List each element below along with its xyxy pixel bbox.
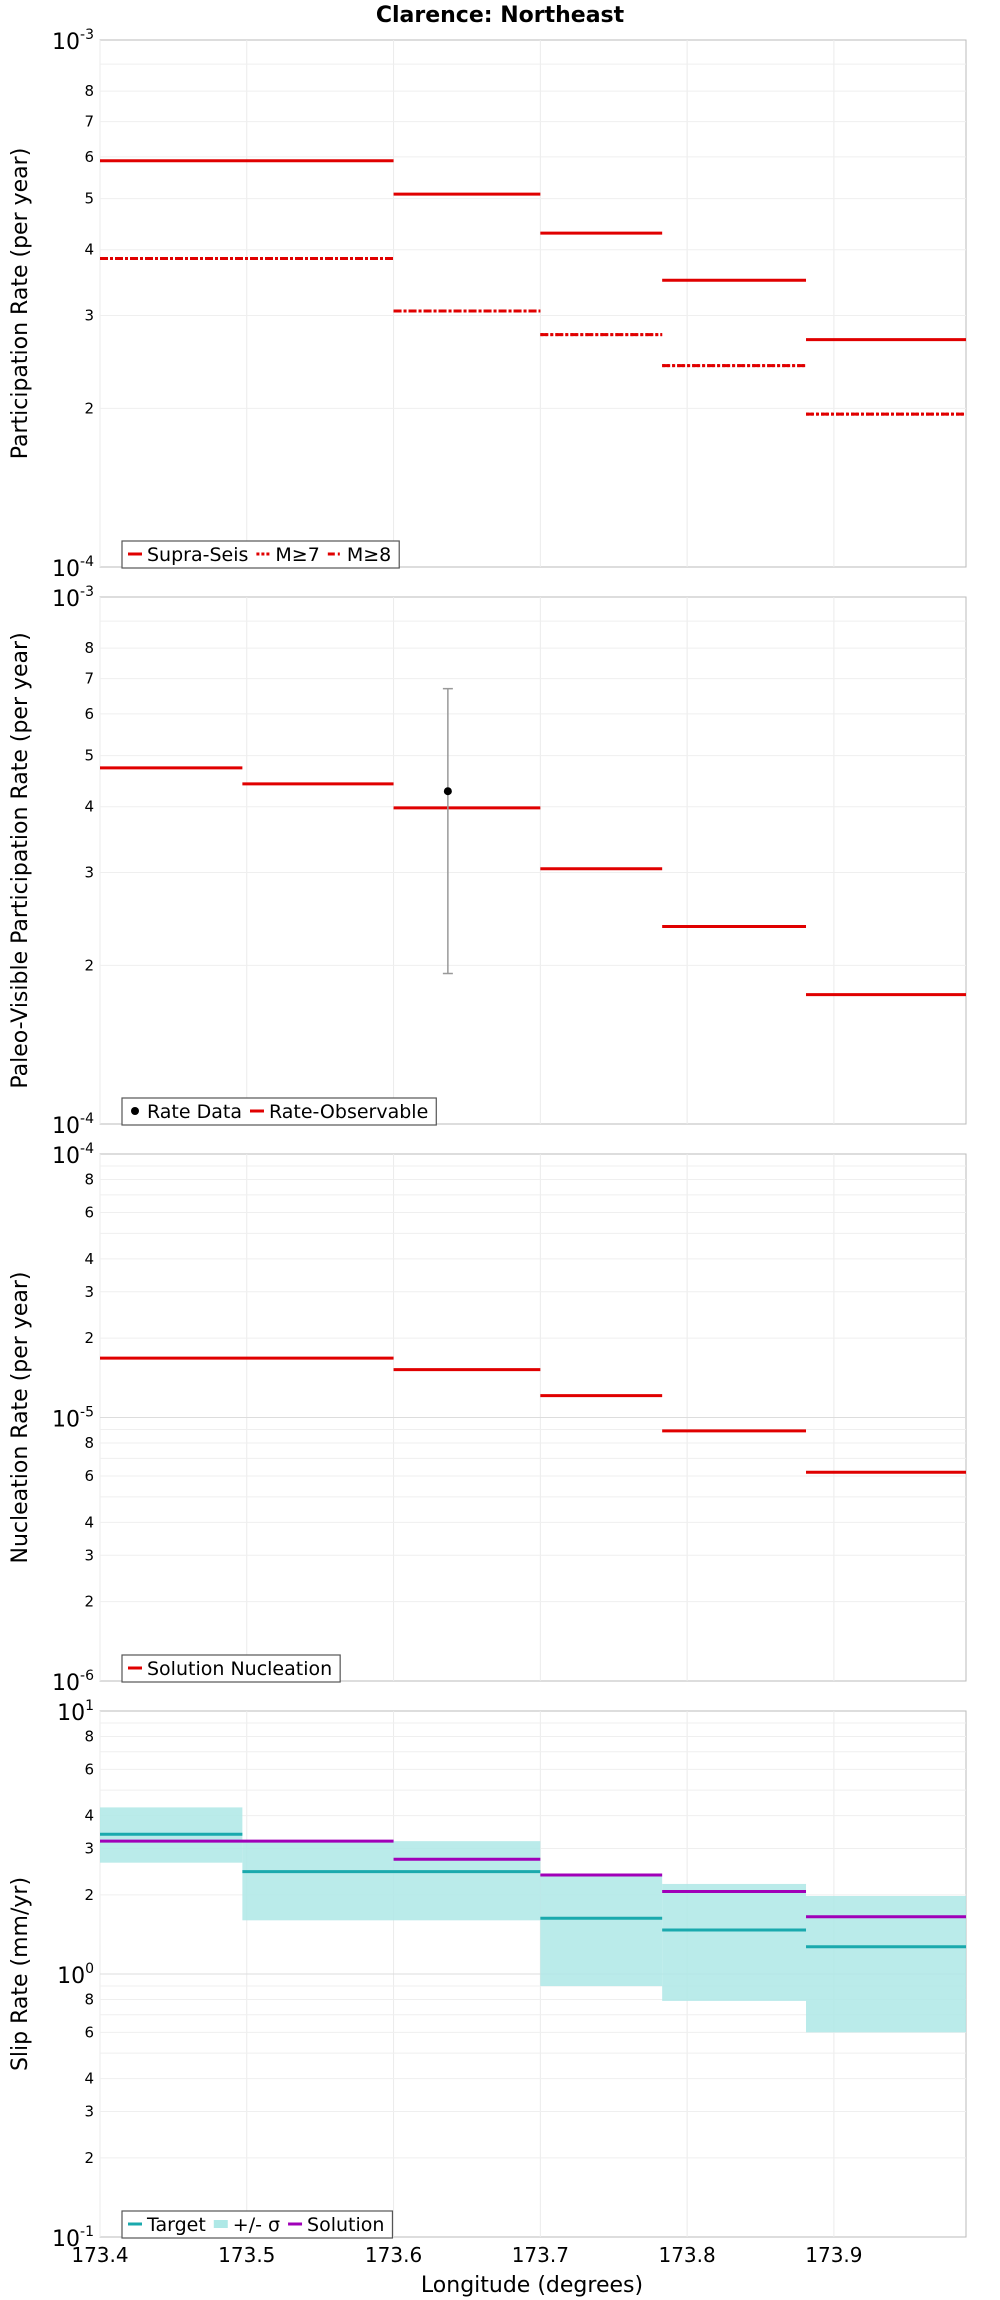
y-tick-label-minor: 2: [84, 1593, 94, 1611]
band-segment: [540, 1876, 663, 1987]
legend-label: Solution: [307, 2214, 384, 2236]
legend-label: Solution Nucleation: [147, 1658, 332, 1680]
y-tick-exponent: -3: [80, 27, 94, 43]
legend-label: M≥8: [347, 544, 391, 566]
y-tick-label-major: 10-6: [52, 1668, 94, 1696]
y-tick-label-minor: 8: [84, 1727, 94, 1745]
panel-1: 10-4 10-3 2 3 4 5 6 7 8 Participation Rate (per y…: [8, 27, 967, 582]
y-tick-label-minor: 3: [84, 2103, 94, 2121]
y-tick-label-minor: 8: [84, 639, 94, 657]
y-tick-label-minor: 8: [84, 82, 94, 100]
y-tick-label-minor: 6: [84, 1760, 94, 1778]
y-tick-label-minor: 5: [84, 747, 94, 765]
band-segment: [806, 1895, 966, 2033]
y-axis-label: Participation Rate (per year): [8, 148, 33, 460]
legend: Solution Nucleation: [121, 1654, 341, 1683]
legend-label: M≥7: [275, 544, 319, 566]
y-tick-label-minor: 7: [84, 670, 94, 688]
legend-label: Rate-Observable: [269, 1101, 428, 1123]
legend: Rate Data Rate-Observable: [121, 1097, 437, 1126]
y-tick-exponent: -5: [80, 1405, 94, 1421]
legend-dot: [131, 1107, 139, 1115]
y-axis-label: Paleo-Visible Participation Rate (per ye…: [8, 632, 33, 1088]
y-tick-label-major: 10-3: [52, 584, 94, 612]
y-tick-exponent: -4: [80, 554, 94, 570]
y-tick-label-minor: 6: [84, 705, 94, 723]
legend-label: Supra-Seis: [147, 544, 248, 566]
y-tick-label-minor: 8: [84, 1434, 94, 1452]
panel-4: 1 0 -1 100 101 2 3 4 6 8 2 3 4 6 8 Slip Rate (mm/yr) Tar…: [8, 1698, 967, 2267]
y-tick-label-minor: 8: [84, 1990, 94, 2008]
legend-symbol: [131, 1107, 139, 1115]
y-tick-label-minor: 3: [84, 1283, 94, 1301]
legend-box: [121, 1097, 437, 1126]
legend-label: Rate Data: [147, 1101, 242, 1123]
y-tick-label-major: 10-5: [52, 1405, 94, 1433]
y-tick-label-minor: 3: [84, 864, 94, 882]
x-axis-label: Longitude (degrees): [421, 2273, 643, 2298]
y-tick-label-minor: 7: [84, 113, 94, 131]
y-tick-label-major: 10-4: [52, 1141, 94, 1169]
x-tick-label: 173.5: [218, 2243, 275, 2267]
band-segment: [662, 1883, 807, 2001]
panel-2: 10-4 10-3 2 3 4 5 6 7 8 Paleo-Visible Participati…: [8, 584, 967, 1139]
y-tick-label-minor: 4: [84, 798, 94, 816]
y-tick-label-major: 10-3: [52, 27, 94, 55]
legend-symbol: [213, 2220, 228, 2228]
x-tick-label: 173.8: [658, 2243, 715, 2267]
y-tick-label-major: 10-4: [52, 1111, 94, 1139]
y-axis-label: Slip Rate (mm/yr): [8, 1877, 33, 2071]
y-tick-label-minor: 4: [84, 2070, 94, 2088]
y-tick-label-minor: 2: [84, 1329, 94, 1347]
y-tick-label-minor: 6: [84, 148, 94, 166]
plot-area: [99, 39, 967, 568]
y-tick-label-minor: 3: [84, 1840, 94, 1858]
y-tick-label-major: 10-4: [52, 554, 94, 582]
x-tick-label: 173.6: [365, 2243, 422, 2267]
data-point: [443, 787, 452, 796]
x-tick-label: 173.4: [71, 2243, 128, 2267]
panel-3: 10-6 10-5 10-4 2 3 4 6 8 2 3 4 6 8 Nucleation Rate (p…: [8, 1141, 967, 1696]
y-tick-label-major: 100: [57, 1961, 94, 1989]
y-tick-label-minor: 2: [84, 2149, 94, 2167]
legend-box: [121, 2210, 394, 2239]
legend-label: Target: [146, 2214, 206, 2236]
figure-title: Clarence: Northeast: [376, 3, 625, 28]
y-tick-exponent: 1: [85, 1698, 94, 1714]
y-tick-label-minor: 3: [84, 307, 94, 325]
y-tick-exponent: 0: [85, 1961, 94, 1977]
y-tick-label-minor: 8: [84, 1171, 94, 1189]
y-tick-label-minor: 4: [84, 1513, 94, 1531]
legend-swatch: [213, 2220, 228, 2228]
y-tick-label-minor: 4: [84, 1250, 94, 1268]
y-tick-label-minor: 2: [84, 1886, 94, 1904]
legend: Supra-Seis M≥7 M≥8: [121, 540, 400, 569]
plot-area: [99, 596, 967, 1125]
y-tick-label-minor: 2: [84, 399, 94, 417]
y-tick-label-minor: 6: [84, 1203, 94, 1221]
y-axis-label: Nucleation Rate (per year): [8, 1272, 33, 1564]
legend-label: +/- σ: [233, 2214, 280, 2236]
y-tick-label-minor: 3: [84, 1546, 94, 1564]
y-tick-label-minor: 2: [84, 956, 94, 974]
x-tick-label: 173.7: [512, 2243, 569, 2267]
band-segment: [242, 1841, 541, 1921]
y-tick-exponent: -6: [80, 1668, 94, 1684]
legend: Target +/- σ Solution: [121, 2210, 394, 2239]
y-tick-label-minor: 5: [84, 190, 94, 208]
y-tick-exponent: -4: [80, 1111, 94, 1127]
y-tick-label-major: 101: [57, 1698, 94, 1726]
y-tick-label-minor: 6: [84, 1467, 94, 1485]
y-tick-exponent: -3: [80, 584, 94, 600]
legend-box: [121, 1654, 341, 1683]
x-tick-label: 173.9: [805, 2243, 862, 2267]
y-tick-label-minor: 6: [84, 2023, 94, 2041]
legend-box: [121, 540, 400, 569]
y-tick-label-minor: 4: [84, 241, 94, 259]
y-tick-label-minor: 4: [84, 1807, 94, 1825]
y-tick-exponent: -1: [80, 2224, 94, 2240]
y-tick-exponent: -4: [80, 1141, 94, 1157]
